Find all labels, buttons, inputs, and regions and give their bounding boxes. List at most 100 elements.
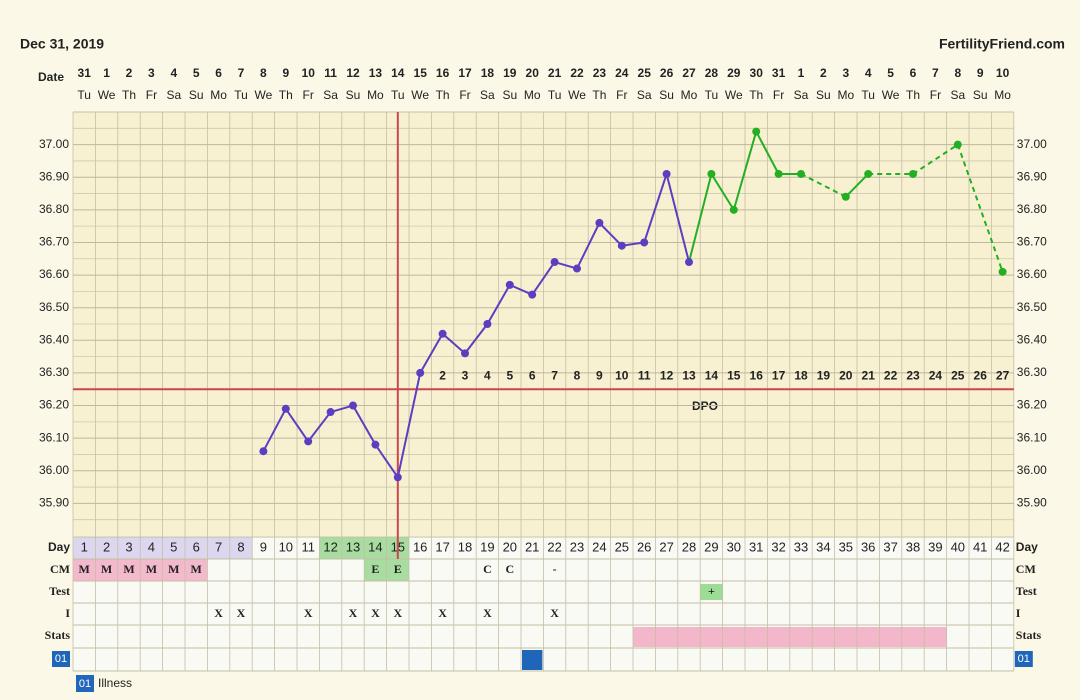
weekday-label: Tu — [548, 88, 562, 102]
dpo-number: 19 — [817, 368, 831, 382]
weekday-label: Tu — [77, 88, 91, 102]
day-number: 3 — [125, 539, 132, 554]
temp-segment — [374, 444, 399, 478]
intercourse-entry: X — [304, 606, 313, 620]
y-tick-label: 36.60 — [39, 267, 69, 281]
temp-point — [550, 258, 559, 267]
cell-fill — [185, 537, 208, 559]
date-label: 4 — [170, 66, 177, 80]
y-tick-label: 36.70 — [39, 235, 69, 249]
dpo-number: 21 — [862, 368, 876, 382]
weekday-label: Fr — [773, 88, 784, 102]
date-label: 1 — [798, 66, 805, 80]
date-label: 9 — [282, 66, 289, 80]
temp-point — [259, 447, 268, 456]
intercourse-entry: X — [214, 606, 223, 620]
weekday-label: Mo — [681, 88, 698, 102]
weekday-label: Mo — [994, 88, 1011, 102]
cell-fill — [162, 559, 185, 581]
cell-highlights — [73, 537, 947, 670]
date-label: 4 — [865, 66, 872, 80]
date-label: 3 — [148, 66, 155, 80]
intercourse-entry: X — [371, 606, 380, 620]
y-tick-label: 37.00 — [1017, 137, 1047, 151]
weekday-label: Su — [973, 88, 988, 102]
date-label: 14 — [391, 66, 405, 80]
temp-segment — [643, 173, 668, 243]
cell-fill — [117, 559, 141, 581]
day-number: 13 — [346, 539, 360, 554]
weekday-label: Fr — [616, 88, 627, 102]
day-number: 14 — [368, 539, 382, 554]
date-label: 2 — [820, 66, 827, 80]
day-number: 17 — [435, 539, 449, 554]
weekday-label: Th — [122, 88, 136, 102]
temp-segment — [262, 408, 287, 452]
date-label: 10 — [302, 66, 316, 80]
temp-point — [483, 320, 492, 328]
temp-segment — [531, 261, 556, 296]
cell-fill — [386, 559, 409, 581]
temp-point — [640, 238, 649, 247]
date-label: 6 — [910, 66, 917, 80]
day-number: 26 — [637, 539, 651, 554]
day-number: 2 — [103, 539, 110, 554]
weekday-label: Tu — [234, 88, 248, 102]
temp-segment — [419, 333, 444, 374]
weekday-label: We — [98, 88, 116, 102]
temp-point — [304, 437, 313, 446]
day-number: 27 — [659, 539, 673, 554]
temp-point — [953, 140, 962, 149]
day-number: 29 — [704, 539, 718, 554]
temp-point — [707, 169, 716, 178]
y-tick-label: 36.20 — [1017, 398, 1047, 412]
temp-point — [864, 169, 873, 178]
day-number: 24 — [592, 539, 606, 554]
temp-point — [909, 169, 917, 178]
row-label: Day — [48, 540, 70, 554]
date-label: 31 — [78, 66, 92, 80]
cell-fill — [207, 537, 230, 559]
date-label: 29 — [727, 66, 741, 80]
dpo-number: 23 — [906, 368, 920, 382]
temp-point — [393, 473, 402, 482]
row-label: Stats — [45, 628, 71, 642]
dpo-number: 10 — [615, 368, 629, 382]
weekday-label: Th — [436, 88, 450, 102]
dpo-number: 9 — [596, 368, 603, 382]
cell-fill — [95, 559, 118, 581]
date-label: 15 — [414, 66, 428, 80]
weekday-label: Fr — [459, 88, 470, 102]
weekday-label: Su — [502, 88, 517, 102]
date-label: 17 — [458, 66, 472, 80]
y-tick-label: 36.50 — [39, 300, 69, 314]
day-number: 6 — [193, 539, 200, 554]
day-number: 18 — [458, 539, 472, 554]
date-label: 31 — [772, 66, 786, 80]
temp-segment — [576, 222, 601, 269]
date-label: 7 — [238, 66, 245, 80]
date-label: 11 — [324, 66, 337, 80]
y-tick-label: 36.30 — [39, 365, 69, 379]
dpo-number: 8 — [574, 368, 581, 382]
day-number: 37 — [883, 539, 897, 554]
y-tick-label: 36.60 — [1017, 267, 1047, 281]
date-label: 25 — [638, 66, 652, 80]
weekday-label: Mo — [367, 88, 384, 102]
dpo-number: 17 — [772, 368, 786, 382]
y-tick-label: 35.90 — [39, 496, 69, 510]
date-label: Date — [38, 70, 64, 84]
day-number: 22 — [547, 539, 561, 554]
cell-fill — [319, 537, 342, 559]
row-label: CM — [50, 562, 70, 576]
date-label: 28 — [705, 66, 719, 80]
weekday-label: Th — [279, 88, 293, 102]
y-tick-label: 36.40 — [39, 332, 69, 346]
temp-segment — [598, 222, 623, 247]
day-number: 20 — [503, 539, 517, 554]
temp-point — [685, 258, 693, 267]
weekday-label: Fr — [146, 88, 157, 102]
cell-fill — [229, 537, 253, 559]
site-name: FertilityFriend.com — [939, 36, 1065, 52]
